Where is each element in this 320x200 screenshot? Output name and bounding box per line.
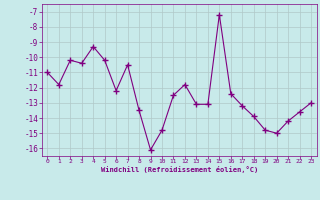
X-axis label: Windchill (Refroidissement éolien,°C): Windchill (Refroidissement éolien,°C) [100, 166, 258, 173]
